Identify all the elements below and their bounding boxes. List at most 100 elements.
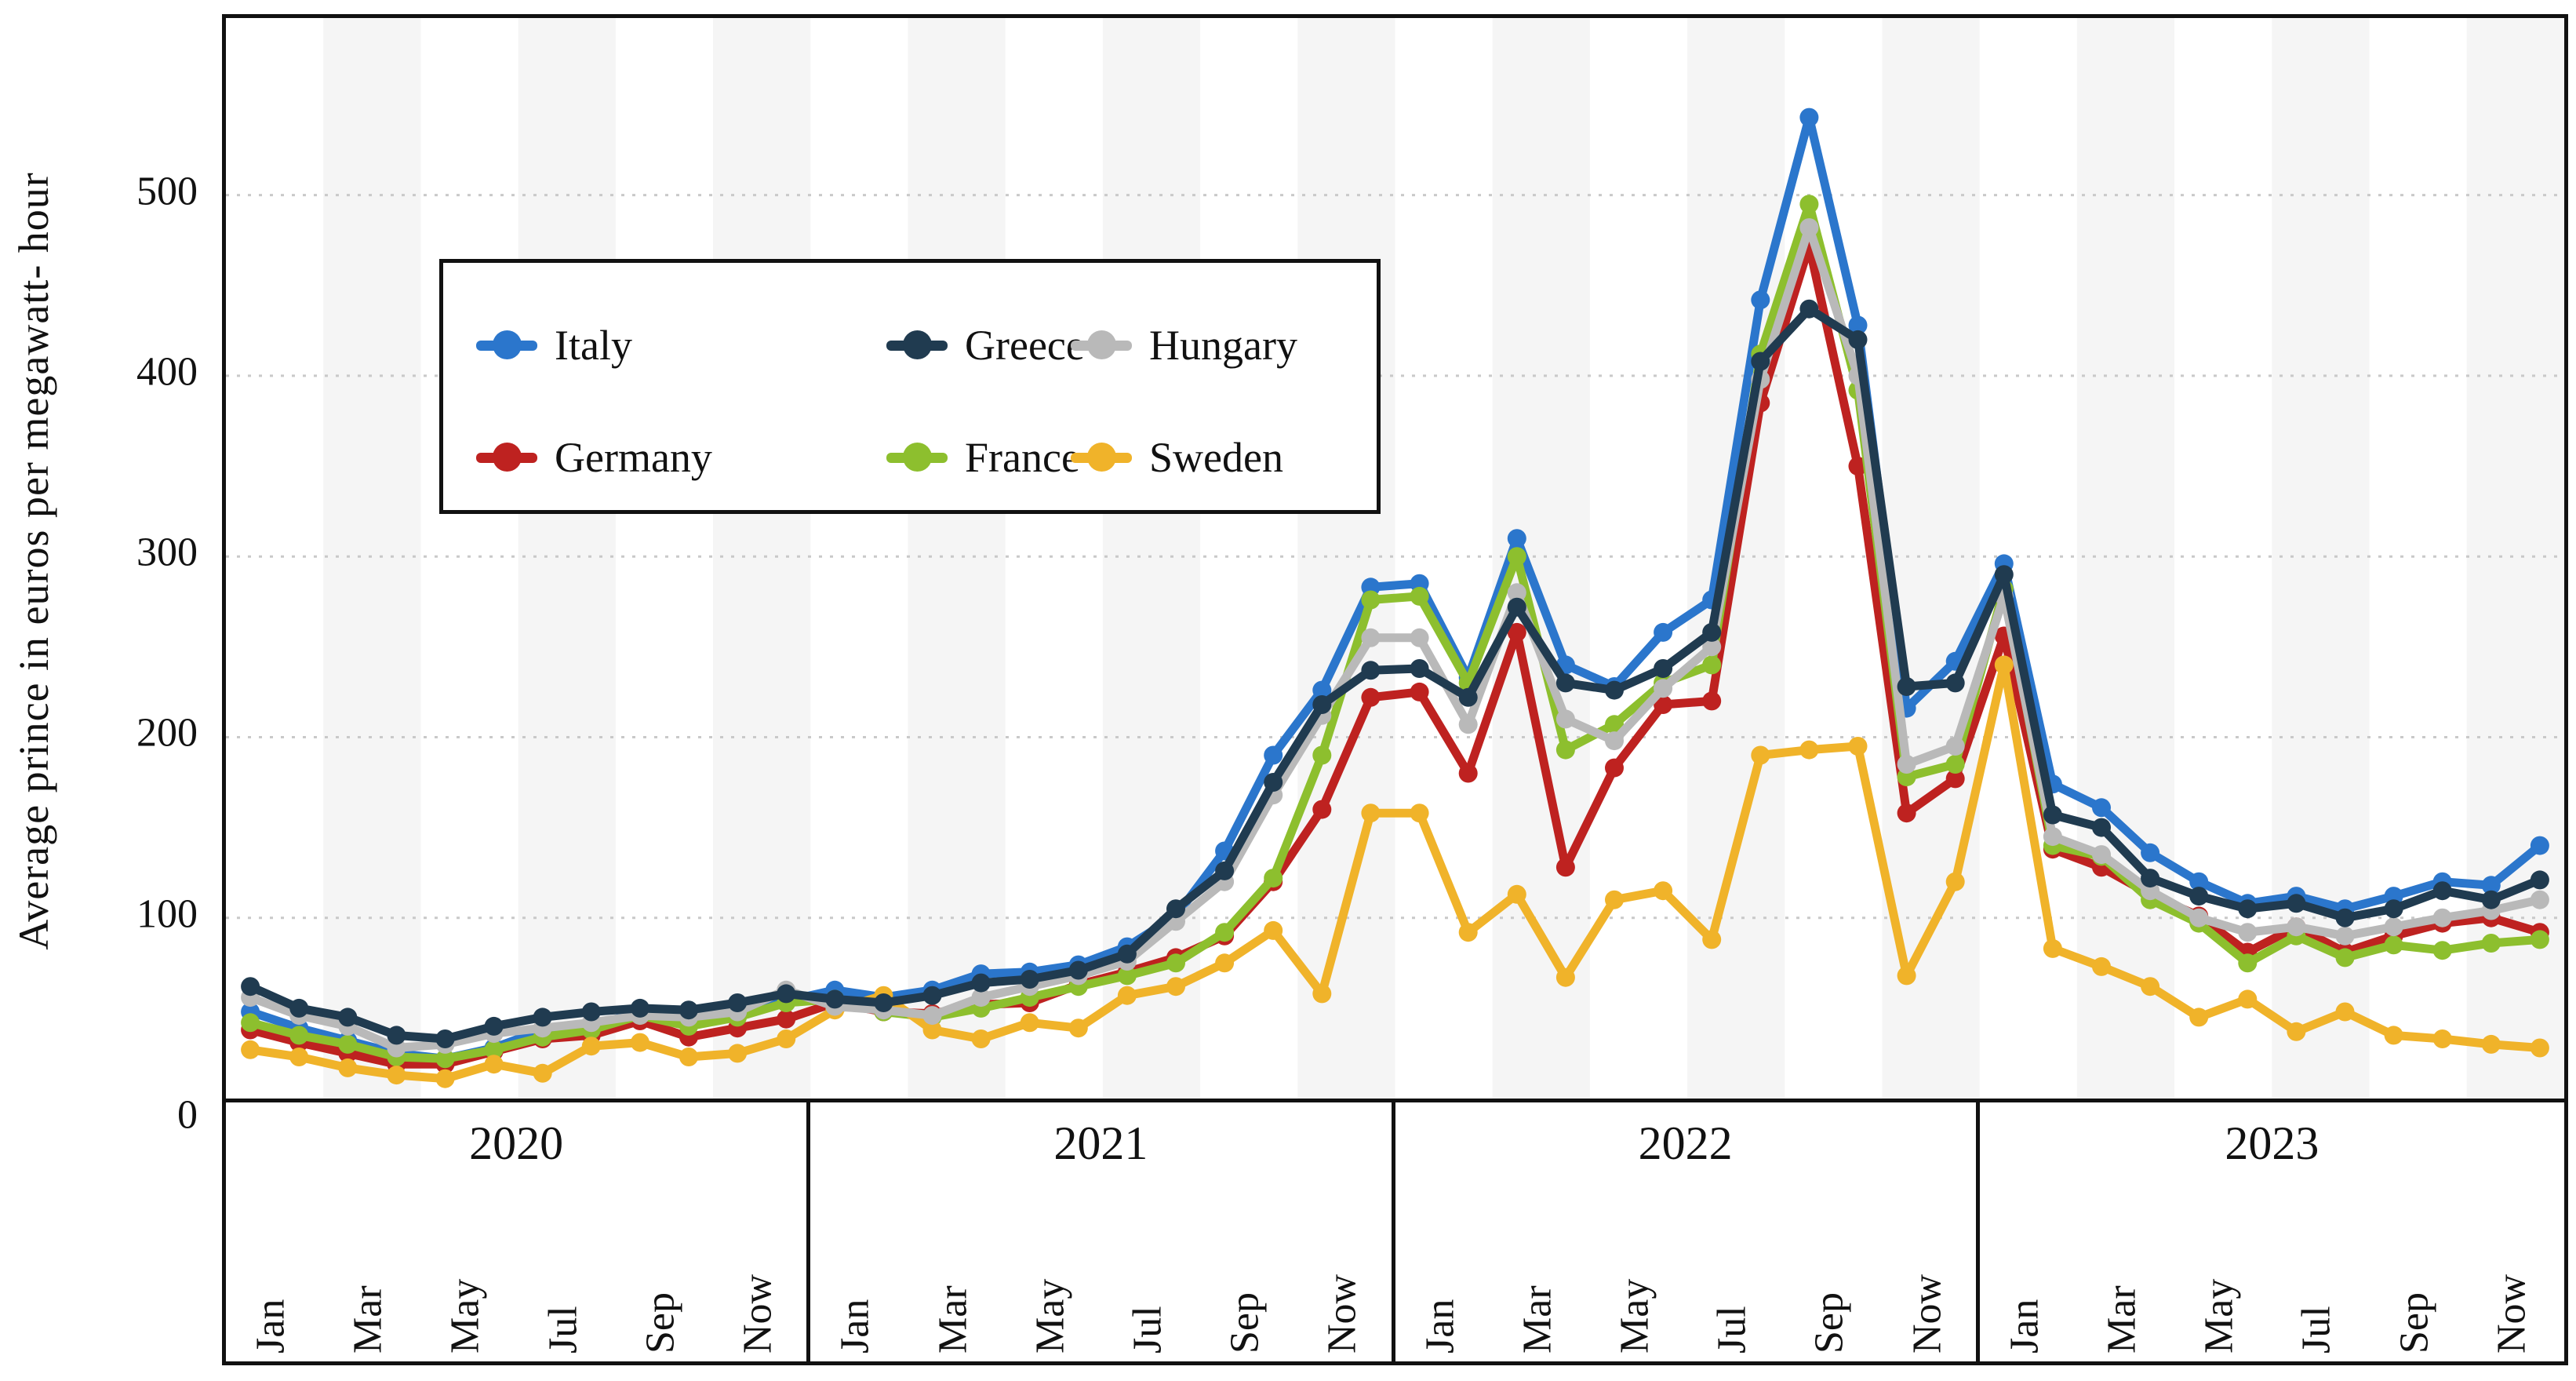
data-point-sweden	[289, 1048, 309, 1066]
legend-label: Hungary	[1149, 322, 1297, 369]
month-label-2023-jul: Jul	[2294, 1306, 2339, 1354]
data-point-sweden	[1994, 655, 2014, 675]
year-label: 2021	[1053, 1117, 1148, 1169]
data-point-hungary	[971, 988, 991, 1008]
data-point-sweden	[2092, 956, 2111, 976]
data-point-sweden	[581, 1037, 601, 1056]
data-point-france	[1166, 953, 1185, 973]
data-point-greece	[1458, 687, 1478, 707]
data-point-sweden	[1799, 740, 1819, 760]
data-point-sweden	[533, 1063, 552, 1083]
data-point-france	[2238, 953, 2258, 973]
data-point-hungary	[2432, 908, 2452, 927]
month-label-2020-may: May	[442, 1278, 488, 1354]
data-point-sweden	[1166, 977, 1185, 997]
legend-dot-icon	[1087, 443, 1116, 472]
data-point-greece	[289, 998, 309, 1018]
data-point-sweden	[1702, 930, 1722, 949]
data-point-greece	[2043, 805, 2062, 825]
data-point-sweden	[1605, 890, 1624, 909]
background-band	[2466, 18, 2564, 1099]
data-point-hungary	[1945, 737, 1965, 756]
data-point-germany	[1605, 758, 1624, 778]
year-label: 2023	[2225, 1117, 2319, 1169]
data-point-germany	[1945, 769, 1965, 789]
data-point-sweden	[2384, 1026, 2403, 1045]
data-point-france	[2432, 941, 2452, 960]
legend-label: Italy	[555, 322, 632, 369]
data-point-greece	[825, 989, 845, 1009]
data-point-sweden	[435, 1069, 455, 1088]
legend-dot-icon	[493, 330, 522, 359]
data-point-hungary	[1897, 755, 1916, 774]
month-label-2022-jan: Jan	[1417, 1299, 1463, 1354]
month-label-2022-sep: Sep	[1806, 1292, 1852, 1354]
data-point-hungary	[2043, 827, 2062, 847]
data-point-sweden	[679, 1048, 698, 1066]
data-point-sweden	[1264, 920, 1283, 940]
data-point-greece	[1848, 330, 1868, 349]
legend-item-hungary: Hungary	[1071, 322, 1297, 369]
data-point-france	[1215, 923, 1235, 942]
month-label-2020-sep: Sep	[638, 1292, 683, 1354]
data-point-greece	[1215, 861, 1235, 880]
month-label-2021-may: May	[1028, 1278, 1073, 1354]
data-point-france	[241, 1013, 260, 1033]
data-point-hungary	[1799, 218, 1819, 238]
data-point-italy	[1264, 745, 1283, 765]
data-point-france	[484, 1040, 504, 1059]
legend-marker-greece-icon	[886, 330, 948, 361]
background-band	[908, 18, 1006, 1099]
data-point-greece	[1799, 299, 1819, 319]
y-tick-label-0: 0	[177, 1092, 198, 1138]
month-label-2023-jan: Jan	[2002, 1299, 2047, 1354]
data-point-sweden	[387, 1066, 406, 1085]
data-point-italy	[2092, 798, 2111, 818]
data-point-sweden	[971, 1029, 991, 1048]
data-point-france	[1117, 966, 1137, 986]
data-point-greece	[2335, 908, 2355, 927]
data-point-sweden	[1458, 923, 1478, 942]
legend-marker-france-icon	[886, 442, 948, 473]
data-point-france	[289, 1026, 309, 1045]
data-point-greece	[1945, 673, 1965, 693]
data-point-france	[1555, 740, 1575, 760]
data-point-greece	[2287, 894, 2306, 913]
data-point-hungary	[2287, 917, 2306, 937]
month-label-2023-may: May	[2196, 1278, 2242, 1354]
data-point-hungary	[2530, 890, 2549, 909]
background-band	[713, 18, 811, 1099]
data-point-greece	[2092, 818, 2111, 837]
month-label-2022-may: May	[1612, 1278, 1657, 1354]
legend-dot-icon	[903, 330, 932, 359]
data-point-greece	[1410, 659, 1429, 678]
year-section-2022: 2022 Jan Mar May Jul Sep Now	[1395, 1102, 1980, 1361]
y-tick-label-500: 500	[136, 169, 198, 214]
data-point-greece	[1994, 565, 2014, 585]
y-axis-title: Average prince in euros per megawatt- ho…	[6, 0, 61, 1122]
data-point-greece	[2189, 887, 2209, 906]
data-point-hungary	[1555, 709, 1575, 729]
data-point-greece	[435, 1029, 455, 1048]
data-point-sweden	[1751, 745, 1770, 765]
legend-label: Greece	[965, 322, 1085, 369]
data-point-france	[1361, 590, 1381, 610]
year-label: 2022	[1638, 1117, 1733, 1169]
data-point-greece	[241, 977, 260, 997]
data-point-sweden	[1361, 803, 1381, 823]
data-point-sweden	[2432, 1029, 2452, 1048]
legend-dot-icon	[493, 443, 522, 472]
data-point-greece	[2238, 899, 2258, 919]
data-point-france	[1312, 745, 1332, 765]
data-point-greece	[2432, 881, 2452, 901]
data-point-sweden	[241, 1040, 260, 1059]
data-point-hungary	[2092, 845, 2111, 865]
data-point-france	[435, 1049, 455, 1069]
data-point-greece	[777, 984, 796, 1004]
data-point-greece	[1020, 970, 1039, 989]
month-label-2022-now: Now	[1905, 1274, 1950, 1354]
data-point-france	[2335, 948, 2355, 967]
data-point-france	[2384, 935, 2403, 955]
data-point-sweden	[1068, 1018, 1088, 1038]
data-point-germany	[777, 1009, 796, 1029]
